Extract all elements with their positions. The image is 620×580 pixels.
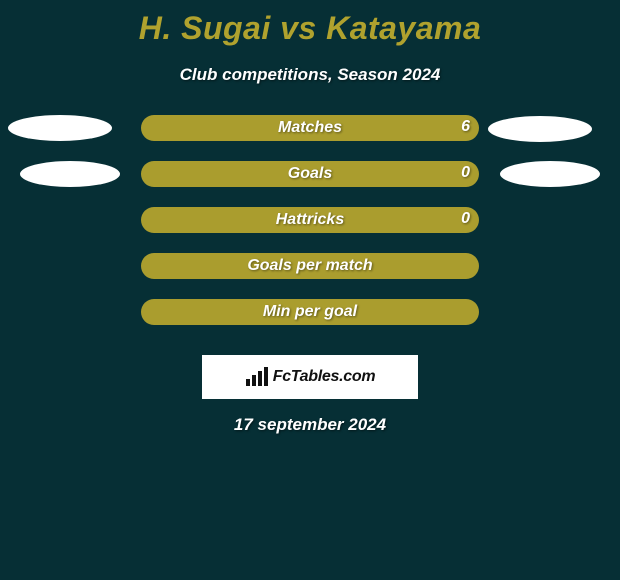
stat-row: 0 Hattricks 0 bbox=[0, 207, 620, 253]
stat-bar: Min per goal bbox=[141, 299, 479, 325]
comparison-infographic: H. Sugai vs Katayama Club competitions, … bbox=[0, 0, 620, 435]
footer-date: 17 september 2024 bbox=[0, 415, 620, 435]
bar-chart-icon bbox=[245, 367, 269, 387]
logo: FcTables.com bbox=[245, 367, 376, 387]
ellipse-icon bbox=[500, 161, 600, 187]
stat-bar: Goals bbox=[141, 161, 479, 187]
stat-label: Min per goal bbox=[263, 303, 357, 321]
stat-right-value: 0 bbox=[461, 210, 470, 228]
stat-row: 0 Goals 0 bbox=[0, 161, 620, 207]
ellipse-icon bbox=[8, 115, 112, 141]
page-title: H. Sugai vs Katayama bbox=[0, 0, 620, 47]
stat-row: Goals per match bbox=[0, 253, 620, 299]
stat-label: Goals bbox=[288, 165, 332, 183]
stat-right-value: 6 bbox=[461, 118, 470, 136]
ellipse-icon bbox=[488, 116, 592, 142]
logo-text: FcTables.com bbox=[273, 368, 376, 386]
page-subtitle: Club competitions, Season 2024 bbox=[0, 65, 620, 85]
ellipse-icon bbox=[20, 161, 120, 187]
stat-rows: 6 Matches 6 0 Goals 0 0 Hattricks 0 bbox=[0, 115, 620, 345]
stat-row: 6 Matches 6 bbox=[0, 115, 620, 161]
stat-bar: Hattricks bbox=[141, 207, 479, 233]
stat-bar: Goals per match bbox=[141, 253, 479, 279]
stat-label: Matches bbox=[278, 119, 342, 137]
stat-bar: Matches bbox=[141, 115, 479, 141]
stat-label: Goals per match bbox=[247, 257, 372, 275]
stat-row: Min per goal bbox=[0, 299, 620, 345]
stat-right-value: 0 bbox=[461, 164, 470, 182]
logo-box: FcTables.com bbox=[202, 355, 418, 399]
stat-label: Hattricks bbox=[276, 211, 344, 229]
